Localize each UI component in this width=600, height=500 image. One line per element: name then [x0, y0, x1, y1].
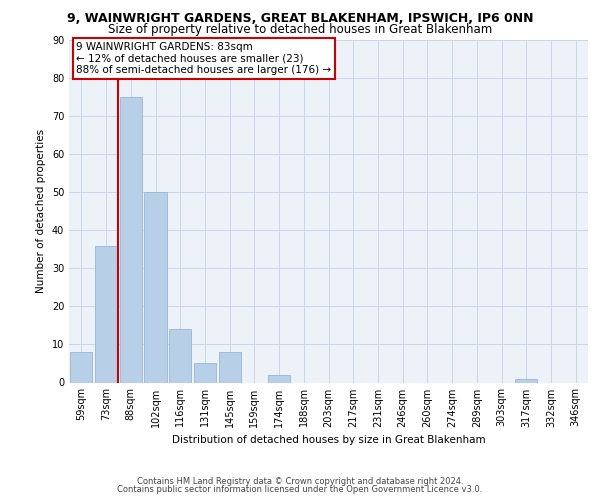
Bar	[119, 97, 142, 382]
Bar	[268, 375, 290, 382]
X-axis label: Distribution of detached houses by size in Great Blakenham: Distribution of detached houses by size …	[172, 435, 485, 445]
Text: Contains HM Land Registry data © Crown copyright and database right 2024.: Contains HM Land Registry data © Crown c…	[137, 477, 463, 486]
Bar	[515, 378, 538, 382]
Text: 9, WAINWRIGHT GARDENS, GREAT BLAKENHAM, IPSWICH, IP6 0NN: 9, WAINWRIGHT GARDENS, GREAT BLAKENHAM, …	[67, 12, 533, 26]
Bar	[145, 192, 167, 382]
Y-axis label: Number of detached properties: Number of detached properties	[36, 129, 46, 294]
Bar	[169, 329, 191, 382]
Text: Size of property relative to detached houses in Great Blakenham: Size of property relative to detached ho…	[108, 24, 492, 36]
Bar	[218, 352, 241, 382]
Text: 9 WAINWRIGHT GARDENS: 83sqm
← 12% of detached houses are smaller (23)
88% of sem: 9 WAINWRIGHT GARDENS: 83sqm ← 12% of det…	[76, 42, 332, 75]
Bar	[95, 246, 117, 382]
Text: Contains public sector information licensed under the Open Government Licence v3: Contains public sector information licen…	[118, 485, 482, 494]
Bar	[70, 352, 92, 382]
Bar	[194, 364, 216, 382]
